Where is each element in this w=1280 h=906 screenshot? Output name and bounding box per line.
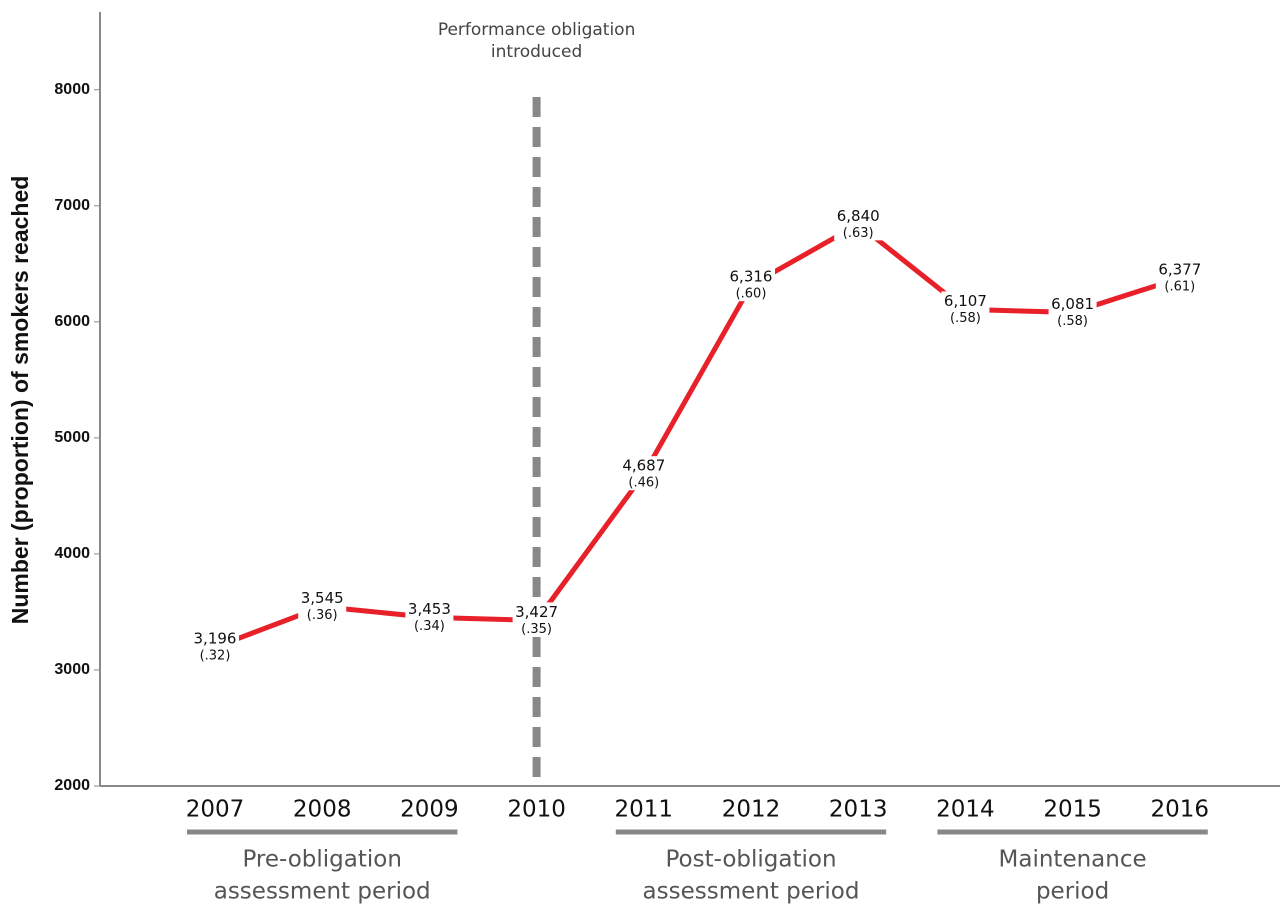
y-axis-label: Number (proportion) of smokers reached	[7, 176, 33, 625]
value-label: 4,687	[622, 457, 665, 475]
annotation: Performance obligation	[438, 20, 636, 40]
label-bg	[941, 291, 990, 326]
x-tick-label: 2013	[829, 797, 888, 823]
proportion-label: (.32)	[200, 649, 231, 664]
y-tick-label: 5000	[54, 429, 90, 446]
label-bg	[298, 588, 347, 623]
x-tick-label: 2008	[293, 797, 352, 823]
y-tick-label: 8000	[54, 81, 90, 98]
x-tick-label: 2014	[936, 797, 995, 823]
data-line	[214, 221, 1181, 650]
period-label: assessment period	[643, 879, 860, 905]
proportion-label: (.46)	[628, 476, 659, 491]
label-bg	[512, 602, 561, 637]
y-tick-label: 4000	[54, 545, 90, 562]
label-bg	[619, 456, 668, 491]
label-bg	[1048, 294, 1097, 329]
x-tick-label: 2009	[400, 797, 459, 823]
value-label: 6,316	[730, 268, 773, 286]
value-label: 3,196	[194, 630, 237, 648]
period-label: Pre-obligation	[242, 847, 402, 873]
x-tick-label: 2012	[722, 797, 781, 823]
value-label: 3,453	[408, 600, 451, 618]
label-bg	[191, 629, 239, 664]
annotation: introduced	[491, 42, 582, 62]
value-label: 6,377	[1158, 261, 1201, 279]
proportion-label: (.36)	[307, 608, 338, 623]
proportion-label: (.63)	[843, 226, 874, 241]
period-label: assessment period	[214, 879, 431, 905]
proportion-label: (.61)	[1164, 280, 1195, 295]
x-tick-label: 2007	[186, 797, 245, 823]
label-bg	[405, 599, 454, 634]
x-tick-label: 2011	[615, 797, 674, 823]
label-bg	[834, 206, 883, 241]
value-label: 6,081	[1051, 295, 1094, 313]
proportion-label: (.35)	[521, 622, 552, 637]
label-bg	[1155, 260, 1204, 295]
value-label: 3,545	[301, 589, 344, 607]
value-label: 6,840	[837, 207, 880, 225]
proportion-label: (.58)	[1057, 314, 1088, 329]
period-label: Post-obligation	[665, 847, 836, 873]
x-tick-label: 2015	[1043, 797, 1102, 823]
period-label: period	[1036, 879, 1109, 905]
label-bg	[727, 267, 775, 302]
x-tick-label: 2016	[1151, 797, 1210, 823]
y-tick-label: 7000	[54, 197, 90, 214]
y-tick-label: 6000	[54, 313, 90, 330]
y-tick-label: 3000	[54, 661, 90, 678]
proportion-label: (.60)	[736, 287, 767, 302]
x-tick-label: 2010	[507, 797, 566, 823]
y-tick-label: 2000	[54, 777, 90, 794]
period-label: Maintenance	[999, 847, 1147, 873]
proportion-label: (.58)	[950, 311, 981, 326]
value-label: 3,427	[515, 603, 558, 621]
proportion-label: (.34)	[414, 619, 445, 634]
value-label: 6,107	[944, 292, 987, 310]
